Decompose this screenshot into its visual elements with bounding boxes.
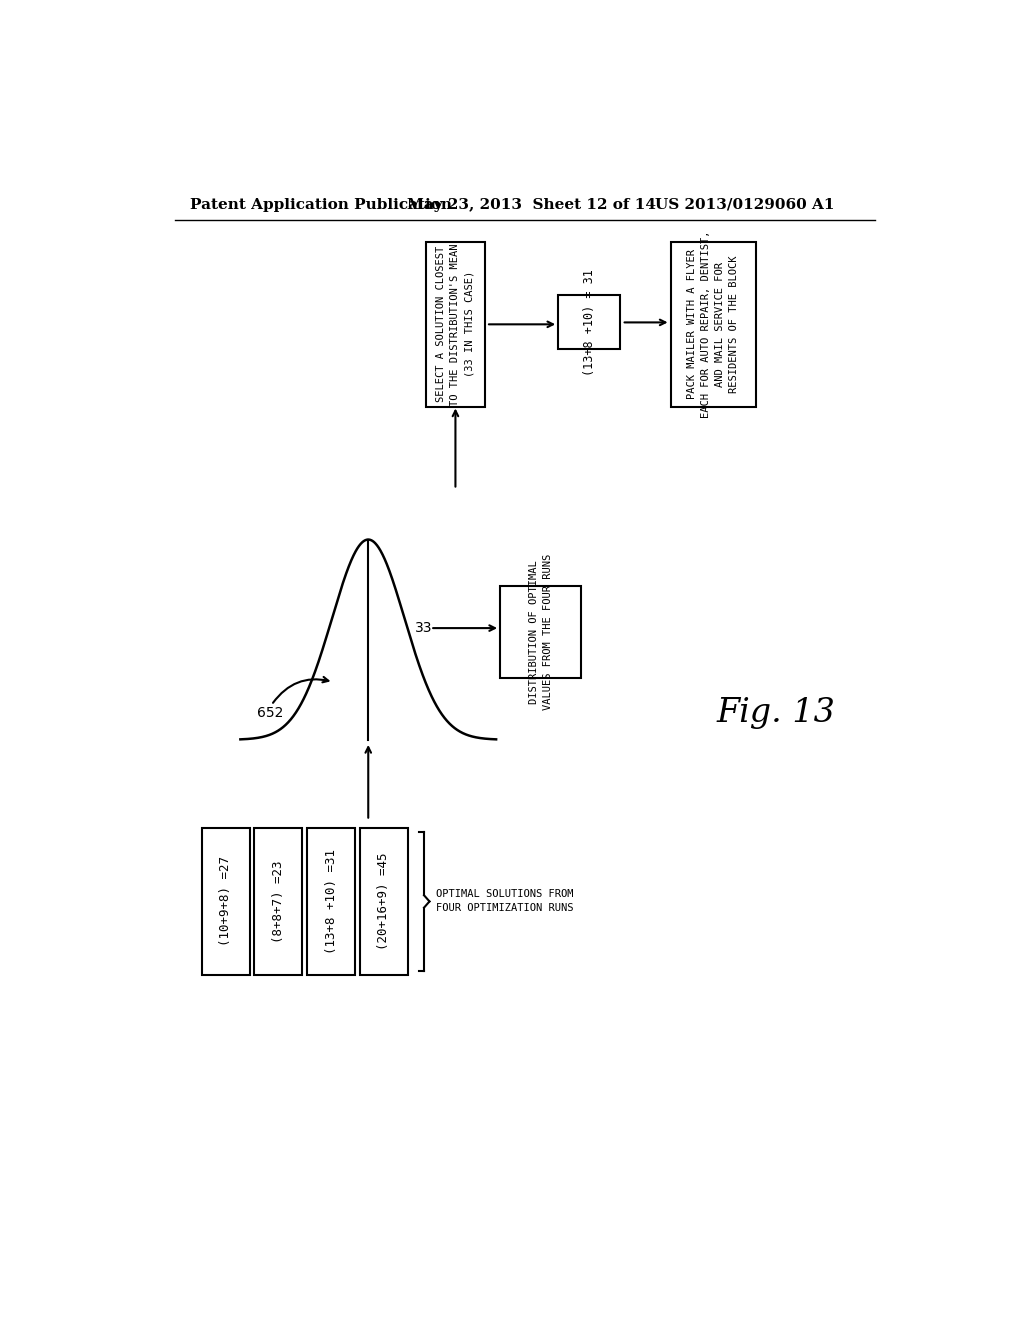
Text: OPTIMAL SOLUTIONS FROM
FOUR OPTIMIZATION RUNS: OPTIMAL SOLUTIONS FROM FOUR OPTIMIZATION… [435, 890, 573, 913]
Text: (20+16+9) =45: (20+16+9) =45 [377, 853, 390, 950]
Text: Patent Application Publication: Patent Application Publication [190, 198, 452, 211]
Text: (10+9+8) =27: (10+9+8) =27 [219, 857, 232, 946]
FancyBboxPatch shape [202, 829, 250, 974]
FancyBboxPatch shape [307, 829, 355, 974]
Text: PACK MAILER WITH A FLYER
EACH FOR AUTO REPAIR, DENTIST,
AND MAIL SERVICE FOR
RES: PACK MAILER WITH A FLYER EACH FOR AUTO R… [687, 231, 739, 418]
FancyBboxPatch shape [359, 829, 408, 974]
FancyBboxPatch shape [558, 296, 621, 350]
Text: May 23, 2013  Sheet 12 of 14: May 23, 2013 Sheet 12 of 14 [407, 198, 656, 211]
Text: (8+8+7) =23: (8+8+7) =23 [271, 861, 285, 942]
Text: 33: 33 [415, 622, 432, 635]
FancyBboxPatch shape [254, 829, 302, 974]
Text: 652: 652 [257, 706, 284, 719]
Text: Fig. 13: Fig. 13 [717, 697, 836, 729]
Text: US 2013/0129060 A1: US 2013/0129060 A1 [655, 198, 835, 211]
Text: SELECT A SOLUTION CLOSEST
TO THE DISTRIBUTION'S MEAN
(33 IN THIS CASE): SELECT A SOLUTION CLOSEST TO THE DISTRIB… [436, 243, 474, 405]
FancyBboxPatch shape [500, 586, 582, 678]
Text: (13+8 +10) =31: (13+8 +10) =31 [325, 849, 338, 954]
Text: (13+8 +10) = 31: (13+8 +10) = 31 [583, 269, 596, 376]
FancyBboxPatch shape [671, 242, 756, 407]
Text: DISTRIBUTION OF OPTIMAL
VALUES FROM THE FOUR RUNS: DISTRIBUTION OF OPTIMAL VALUES FROM THE … [528, 554, 553, 710]
FancyBboxPatch shape [426, 242, 484, 407]
